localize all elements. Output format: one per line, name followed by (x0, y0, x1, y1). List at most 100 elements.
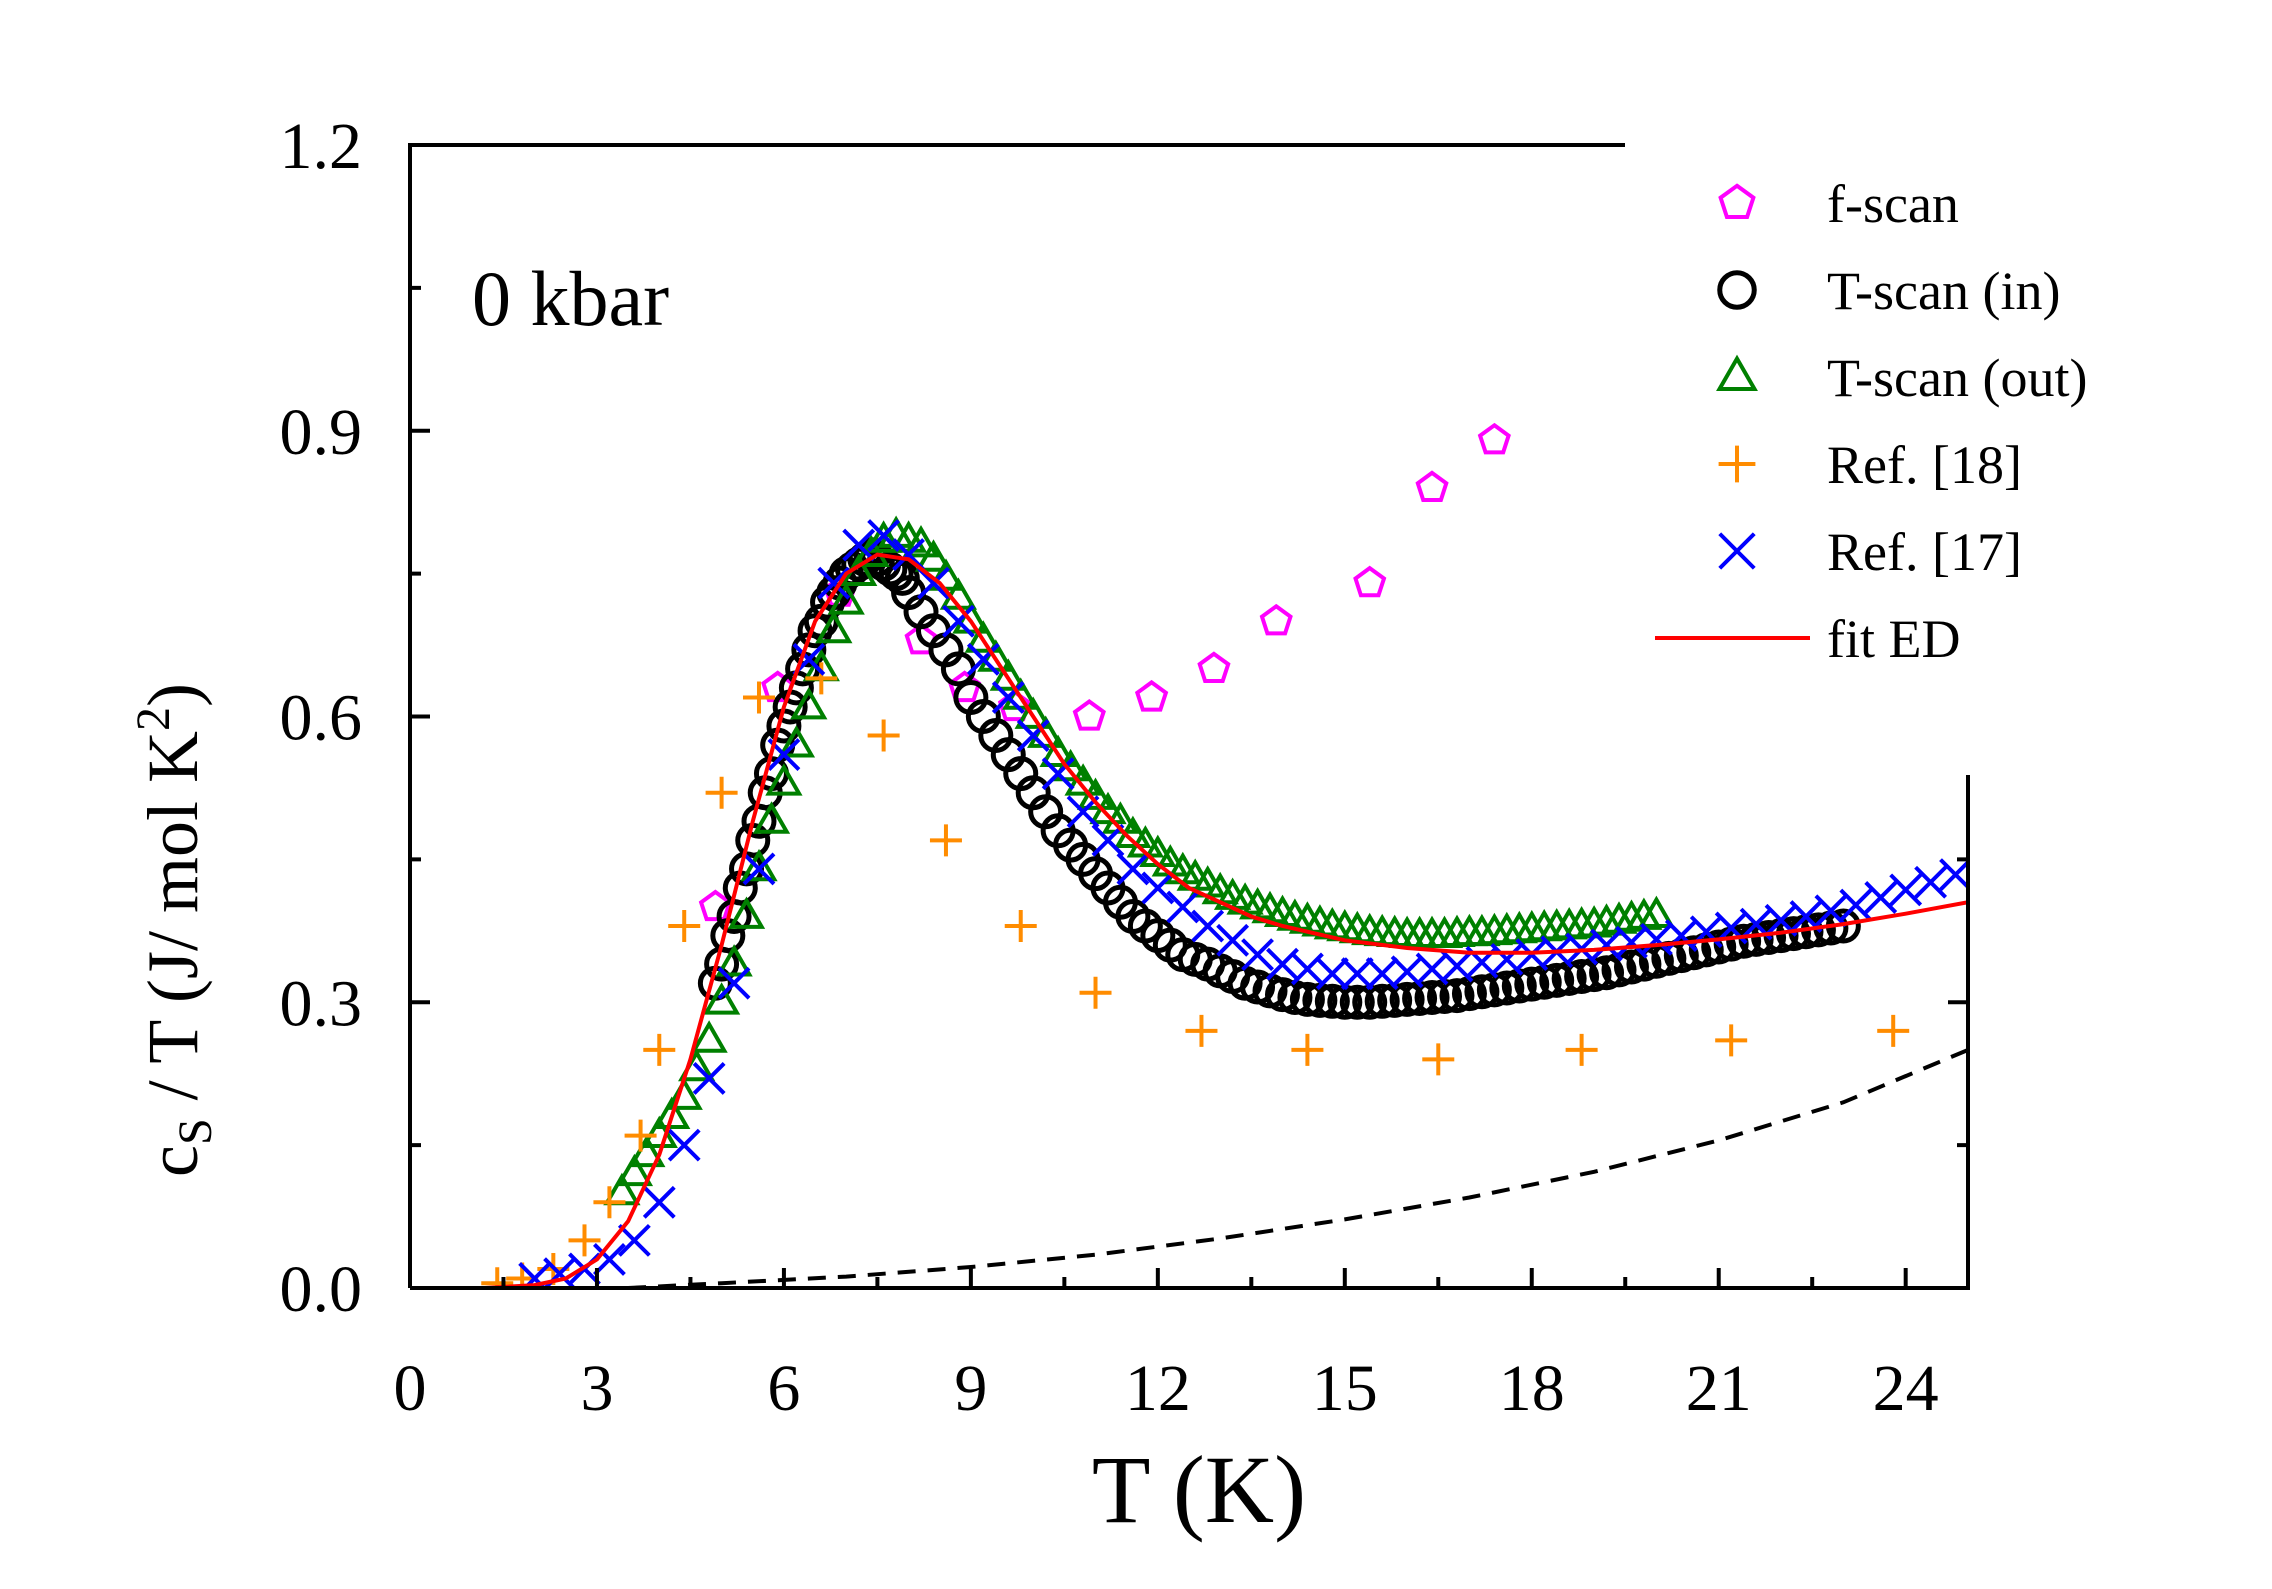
data-point-t-scan-in (1489, 970, 1525, 1006)
data-point-ref-18 (1877, 1014, 1910, 1047)
y-tick-label: 1.2 (280, 110, 363, 183)
y-tick-label: 0.9 (280, 396, 363, 469)
legend-swatch-f-scan (1718, 183, 1756, 219)
data-point-ref-17 (1315, 957, 1349, 991)
data-point-t-scan-out (702, 982, 741, 1015)
x-tick-label: 0 (394, 1352, 427, 1425)
data-point-t-scan-in (1514, 966, 1550, 1002)
legend-swatch-t-scan-out (1716, 354, 1758, 391)
series-line-phonon-background (627, 1048, 1968, 1288)
data-point-t-scan-out (615, 1153, 654, 1187)
y-tick-label: 0.3 (280, 967, 363, 1040)
x-tick-label: 21 (1686, 1352, 1752, 1425)
data-point-t-scan-out (1039, 734, 1077, 767)
legend-swatch-ref-18 (1718, 445, 1756, 483)
data-point-ref-17 (1191, 909, 1225, 943)
legend-label-t-scan-out: T-scan (out) (1827, 348, 2087, 408)
data-point-t-scan-out (1637, 895, 1676, 928)
data-point-ref-18 (1079, 976, 1112, 1009)
data-point-ref-18 (1565, 1033, 1598, 1066)
x-tick-label: 18 (1499, 1352, 1565, 1425)
data-point-ref-17 (842, 528, 876, 562)
data-point-ref-17 (742, 852, 776, 886)
data-point-ref-17 (1166, 890, 1200, 924)
legend-label-ref-17: Ref. [17] (1827, 522, 2022, 582)
data-point-t-scan-in (1389, 981, 1425, 1017)
data-point-ref-17 (1814, 894, 1848, 928)
data-point-t-scan-out (902, 524, 940, 558)
data-point-ref-18 (805, 662, 838, 695)
data-point-t-scan-in (1364, 983, 1400, 1019)
legend-item-fit-ed: fit ED (1655, 609, 1960, 669)
data-point-ref-17 (1041, 757, 1075, 791)
data-point-ref-18 (624, 1119, 657, 1152)
x-tick-label: 6 (767, 1352, 800, 1425)
data-point-f-scan (1477, 422, 1511, 455)
data-point-f-scan (1353, 565, 1387, 598)
y-tick-label: 0.6 (280, 682, 363, 755)
data-point-t-scan-in (1539, 962, 1575, 998)
data-point-ref-17 (642, 1185, 676, 1219)
data-point-t-scan-out (765, 763, 803, 796)
legend-label-fit-ed: fit ED (1827, 609, 1960, 669)
data-point-ref-17 (593, 1243, 626, 1276)
x-tick-label: 15 (1312, 1352, 1378, 1425)
data-point-f-scan (1197, 651, 1231, 683)
data-point-ref-18 (481, 1267, 514, 1288)
data-point-ref-17 (717, 966, 751, 1000)
data-point-t-scan-in (1414, 979, 1450, 1015)
axes: 0 3 6 9 12 15 18 21 24 0.0 0.3 0.6 0.9 1.2 (280, 110, 1970, 1425)
legend-item-ref-18: Ref. [18] (1718, 435, 2022, 495)
legend-item-f-scan: f-scan (1718, 174, 1959, 234)
data-point-t-scan-in (1339, 984, 1375, 1020)
y-axis-title: cS / T (J/ mol K2) (127, 683, 222, 1177)
series-ref-18 (481, 662, 1910, 1288)
data-point-t-scan-out (653, 1096, 691, 1129)
data-point-t-scan-out (665, 1077, 703, 1110)
x-tick-label: 24 (1873, 1352, 1939, 1425)
data-point-t-scan-out (864, 520, 903, 553)
data-point-t-scan-out (690, 1020, 728, 1053)
data-point-t-scan-out (740, 848, 778, 882)
data-point-ref-17 (867, 519, 901, 552)
data-point-t-scan-out (815, 610, 853, 644)
y-axis-title-end: ) (133, 683, 213, 707)
legend-label-ref-18: Ref. [18] (1827, 435, 2022, 495)
series-line-fit-ed (484, 552, 1968, 1288)
y-axis-title-rest: / T (J/ mol K (133, 731, 213, 1118)
data-point-t-scan-in (1289, 981, 1325, 1017)
data-point-t-scan-out (914, 539, 953, 572)
data-point-ref-17 (942, 604, 975, 638)
data-point-ref-18 (643, 1033, 676, 1066)
data-point-ref-18 (593, 1186, 626, 1219)
data-point-ref-17 (617, 1223, 651, 1257)
data-point-ref-17 (1141, 871, 1175, 905)
annotation-pressure: 0 kbar (472, 255, 669, 342)
y-axis-title-sup: 2 (127, 707, 180, 731)
data-point-t-scan-out (989, 658, 1027, 691)
data-point-f-scan (1415, 470, 1449, 502)
data-point-ref-18 (929, 824, 962, 857)
data-point-t-scan-out (777, 725, 816, 758)
data-point-t-scan-out (827, 582, 865, 615)
data-point-ref-17 (1864, 881, 1898, 914)
series-fit-ed (484, 552, 1968, 1288)
data-point-ref-17 (1839, 888, 1873, 922)
data-point-ref-18 (668, 910, 701, 943)
data-point-ref-17 (1365, 957, 1399, 991)
legend-swatch-ref-17 (1718, 532, 1756, 570)
data-point-t-scan-out (790, 686, 828, 720)
data-point-ref-17 (1091, 823, 1125, 857)
legend-label-f-scan: f-scan (1827, 174, 1959, 234)
x-axis-title: T (K) (1092, 1436, 1306, 1543)
data-point-f-scan (904, 622, 938, 655)
data-point-ref-17 (1340, 957, 1374, 991)
data-point-ref-18 (1004, 910, 1037, 943)
data-point-f-scan (1134, 679, 1169, 712)
data-point-t-scan-out (964, 620, 1002, 653)
series-t-scan-in (697, 537, 1861, 1020)
data-point-ref-17 (1016, 719, 1050, 752)
data-point-ref-17 (1914, 865, 1948, 899)
data-point-ref-17 (1939, 858, 1968, 892)
